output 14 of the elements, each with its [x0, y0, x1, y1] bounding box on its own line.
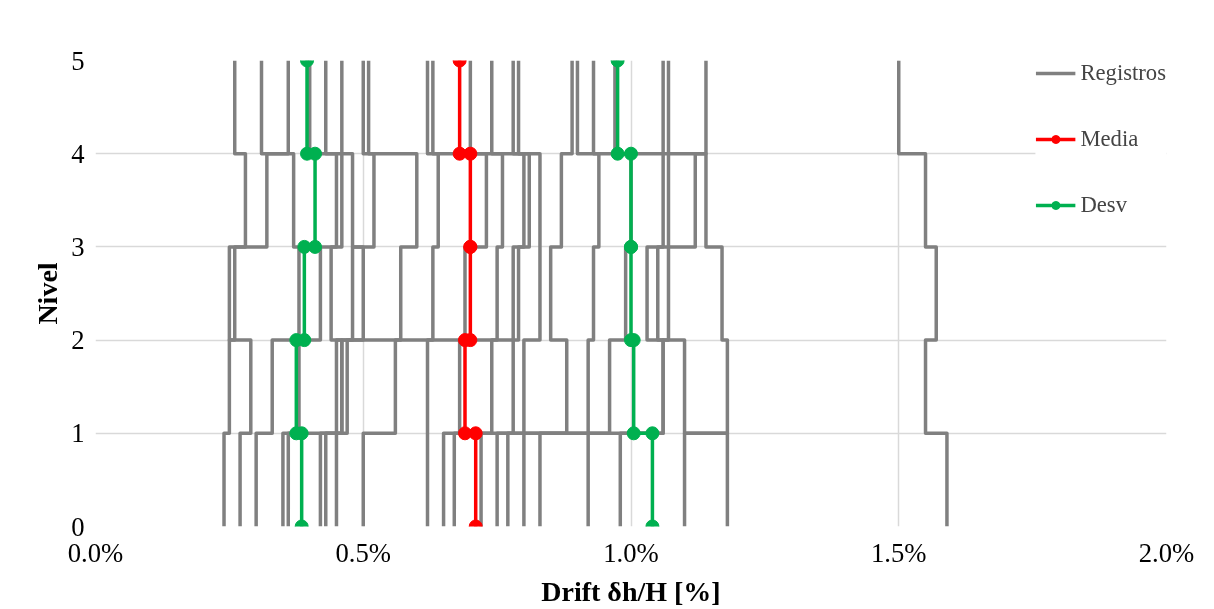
y-tick-label: 3 [71, 231, 85, 262]
x-axis-title: Drift δh/H [%] [541, 575, 721, 607]
y-tick-label: 1 [71, 418, 85, 449]
legend-label: Registros [1080, 60, 1166, 86]
y-tick-label: 5 [71, 45, 85, 76]
y-tick-label: 4 [71, 138, 85, 169]
x-tick-label: 0.5% [335, 537, 392, 568]
x-tick-label: 2.0% [1138, 537, 1195, 568]
legend-label: Media [1080, 126, 1139, 152]
legend-label: Desv [1080, 192, 1127, 218]
y-axis-title: Nivel [32, 262, 64, 325]
y-tick-label: 2 [71, 325, 85, 356]
x-tick-label: 1.5% [870, 537, 927, 568]
x-tick-label: 1.0% [603, 537, 659, 568]
